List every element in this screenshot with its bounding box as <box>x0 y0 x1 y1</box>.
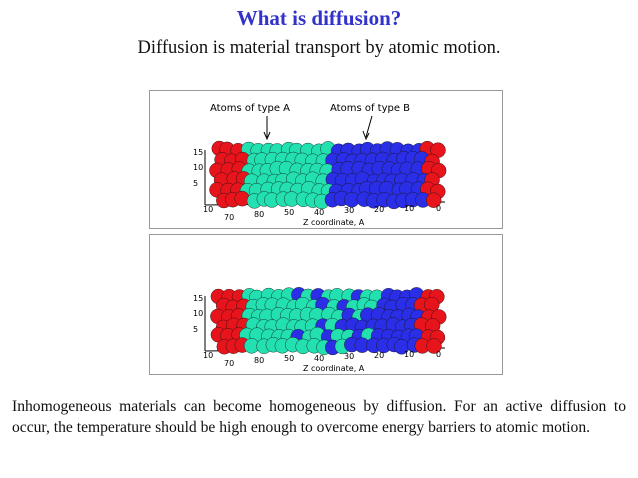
atoms <box>204 140 447 210</box>
arrow <box>362 130 370 141</box>
x-tick-label: 80 <box>254 210 264 219</box>
y-tick-label: 10 <box>193 309 203 318</box>
x-tick-label: 40 <box>314 208 324 217</box>
label: Atoms of type B <box>330 103 410 114</box>
x-tick-label: 10 <box>404 204 414 213</box>
atom <box>426 338 442 354</box>
paragraph: Inhomogeneous materials can become homog… <box>12 398 626 436</box>
axis-label: Z coordinate, A <box>303 364 365 373</box>
subtitle: Diffusion is material transport by atomi… <box>137 38 501 58</box>
x-tick-label: 80 <box>254 356 264 365</box>
x-tick-label: 50 <box>284 354 294 363</box>
label: Atoms of type A <box>210 103 290 114</box>
arrow <box>365 115 373 138</box>
x-tick-label: 10 <box>404 350 414 359</box>
x-tick-label: 50 <box>284 208 294 217</box>
x-tick-label: 70 <box>224 213 234 222</box>
x-tick-label: 70 <box>224 359 234 368</box>
y-tick-label: 15 <box>193 294 203 303</box>
x-tick-label: 20 <box>374 205 384 214</box>
x-tick-label: 0 <box>436 350 441 359</box>
x-tick-label: 10 <box>203 205 213 214</box>
x-tick-label: 30 <box>344 352 354 361</box>
atom <box>425 192 442 208</box>
y-tick-label: 10 <box>193 163 203 172</box>
axis-label: Z coordinate, A <box>303 218 365 227</box>
x-tick-label: 0 <box>436 204 441 213</box>
x-tick-label: 40 <box>314 354 324 363</box>
y-tick-label: 5 <box>193 325 198 334</box>
figure: Atoms of type A Atoms of type B 15 10 5 10 7… <box>149 90 503 375</box>
atoms <box>204 287 447 356</box>
x-tick-label: 10 <box>203 351 213 360</box>
y-tick-label: 15 <box>193 148 203 157</box>
title: What is diffusion? <box>236 6 402 30</box>
x-tick-label: 30 <box>344 206 354 215</box>
arrow <box>263 131 271 141</box>
y-tick-label: 5 <box>193 179 198 188</box>
x-tick-label: 20 <box>374 351 384 360</box>
